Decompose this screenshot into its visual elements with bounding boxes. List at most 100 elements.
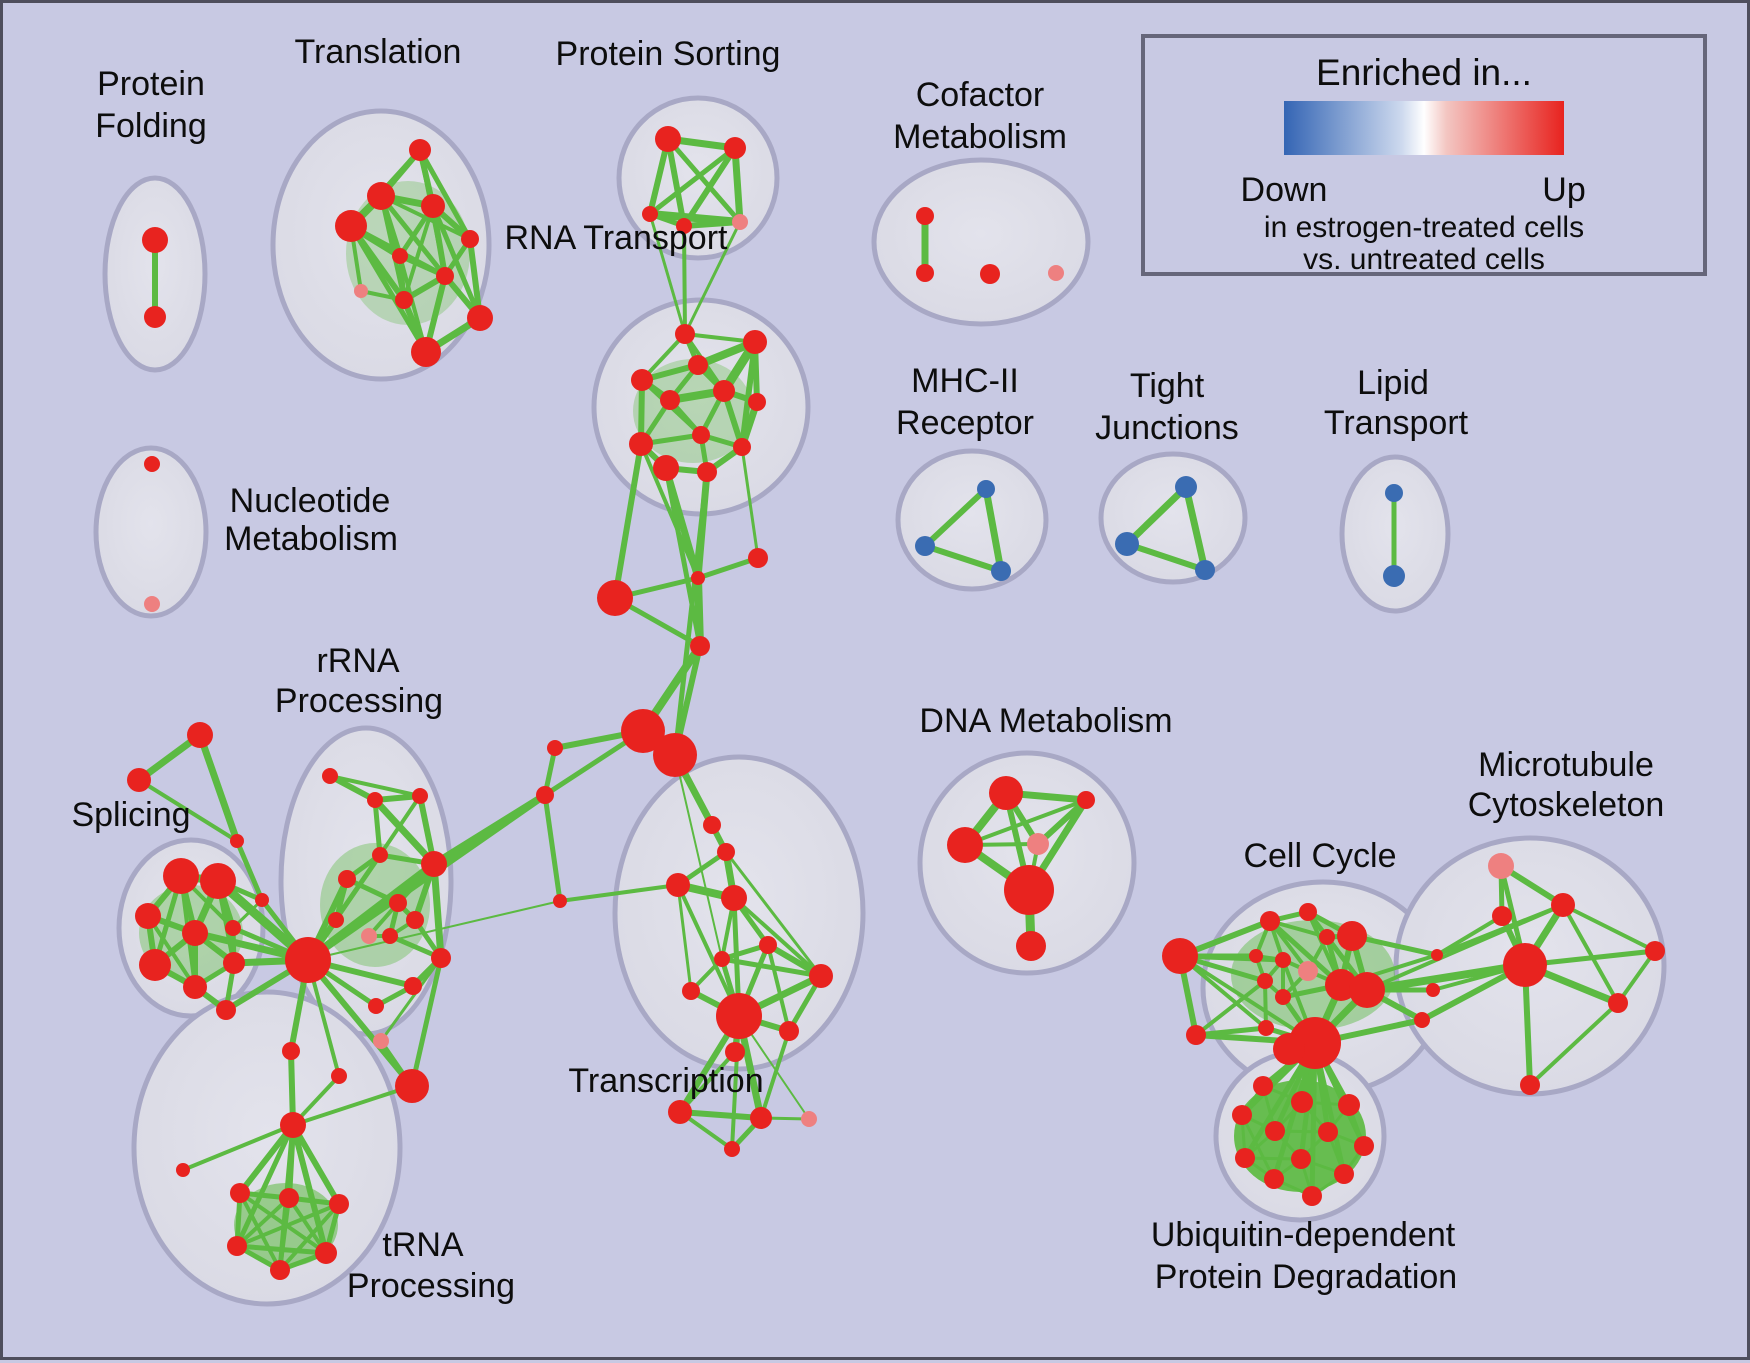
gene-set-node-ub12 xyxy=(1302,1186,1322,1206)
edge-tx9-tx12 xyxy=(759,1029,791,1120)
gene-set-node-mt4 xyxy=(1645,941,1665,961)
edge-t1-t5 xyxy=(417,147,473,242)
legend-caption-line1: in estrogen-treated cells xyxy=(1264,211,1584,244)
gene-set-node-l1 xyxy=(547,740,563,756)
gene-set-node-cc11 xyxy=(1258,1020,1274,1036)
edge-c1-c2 xyxy=(695,555,761,581)
edge-mt3-mt4 xyxy=(1616,949,1657,1005)
gene-set-node-ub1 xyxy=(1253,1076,1273,1096)
edge-tp3-tp6 xyxy=(287,1196,328,1255)
gene-set-node-sp1 xyxy=(163,858,199,894)
edge-s2-s3 xyxy=(137,778,239,843)
cluster-label-metabolism: Metabolism xyxy=(224,520,398,558)
cluster-label-tight: Tight xyxy=(1130,367,1205,405)
gene-set-node-ub8 xyxy=(1235,1148,1255,1168)
edge-rr2-rr5 xyxy=(372,797,383,858)
gene-set-node-rr11 xyxy=(382,928,398,944)
gene-set-node-tp6 xyxy=(315,1242,337,1264)
gene-set-node-cc4 xyxy=(1337,921,1367,951)
gene-set-node-t1 xyxy=(409,139,431,161)
gene-set-node-tx4 xyxy=(759,936,777,954)
legend-gradient-bar xyxy=(1284,101,1564,155)
gene-set-node-sp4 xyxy=(182,920,208,946)
gene-set-node-lt2 xyxy=(1383,565,1405,587)
gene-set-node-s3 xyxy=(230,834,244,848)
gene-set-node-sp9 xyxy=(216,1000,236,1020)
gene-set-node-ps4 xyxy=(676,218,692,234)
gene-set-node-ub4 xyxy=(1232,1105,1252,1125)
edge-s1-s3 xyxy=(196,731,241,845)
gene-set-node-rr7 xyxy=(338,870,356,888)
edge-tx2-tx7 xyxy=(676,883,741,1018)
cluster-label-rna-transport: RNA Transport xyxy=(505,219,729,257)
cluster-label-mhc-ii: MHC-II xyxy=(911,362,1019,400)
gene-set-node-tx5 xyxy=(714,951,730,967)
gene-set-node-rr15 xyxy=(368,998,384,1014)
edge-ps1-ps5 xyxy=(665,136,743,225)
edge-tx3-tx8 xyxy=(732,896,823,978)
gene-set-node-bd2 xyxy=(1426,983,1440,997)
edge-mh1-mh3 xyxy=(982,485,1005,575)
gene-set-node-c1 xyxy=(691,571,705,585)
legend: Enriched in... Down Up in estrogen-treat… xyxy=(1141,34,1707,276)
edge-mt1-mt4 xyxy=(1561,903,1657,953)
gene-set-node-ub2 xyxy=(1291,1091,1313,1113)
gene-set-node-tx1 xyxy=(553,894,567,908)
gene-set-node-tj3 xyxy=(1195,560,1215,580)
gene-set-node-rt1 xyxy=(675,324,695,344)
enrichment-network-figure: Protein Folding Translation Protein Sorting… xyxy=(71,33,1707,1307)
gene-set-node-rt7 xyxy=(748,393,766,411)
edge-cc1-ccP xyxy=(1268,919,1310,973)
gene-set-node-ccP xyxy=(1298,961,1318,981)
edge-tx2-tx6 xyxy=(676,883,693,993)
legend-up-label: Up xyxy=(1542,171,1585,209)
gene-set-node-lt1 xyxy=(1385,484,1403,502)
gene-set-node-rr13 xyxy=(431,948,451,968)
gene-set-node-cf3 xyxy=(980,264,1000,284)
gene-set-node-rt2 xyxy=(743,330,767,354)
gene-set-node-rr12 xyxy=(328,912,344,928)
gene-set-node-l2 xyxy=(536,786,554,804)
edge-mt1-mt3 xyxy=(1561,903,1620,1005)
gene-set-node-tx9 xyxy=(779,1021,799,1041)
gene-set-node-tx2 xyxy=(666,873,690,897)
gene-set-node-ch1 xyxy=(703,816,721,834)
edge-rt11-c4 xyxy=(663,465,703,649)
gene-set-node-s2 xyxy=(127,768,151,792)
gene-set-node-mt7 xyxy=(1520,1075,1540,1095)
edge-rr6-HUB xyxy=(304,860,438,964)
gene-set-node-t4 xyxy=(335,210,367,242)
gene-set-node-dm5 xyxy=(1004,865,1054,915)
cluster-label-nucleotide: Nucleotide xyxy=(230,482,391,520)
cluster-ellipse-tight-junctions xyxy=(1098,451,1248,585)
gene-set-node-tp5 xyxy=(227,1236,247,1256)
edge-ps2-ps3 xyxy=(647,145,738,217)
gene-set-node-tx10 xyxy=(725,1042,745,1062)
edge-s3-cn1 xyxy=(234,838,265,903)
cluster-label-dna-metabolism: DNA Metabolism xyxy=(919,702,1172,740)
edge-tHub-tp1 xyxy=(181,1123,295,1172)
gene-set-node-mtP xyxy=(1488,853,1514,879)
gene-set-node-cc8 xyxy=(1325,969,1357,1001)
edge-tx1-l2 xyxy=(542,792,563,904)
cluster-label-folding: Folding xyxy=(95,107,207,145)
gene-set-node-ch2 xyxy=(717,843,735,861)
gene-set-node-cc5 xyxy=(1249,949,1263,963)
gene-set-node-cc7 xyxy=(1257,973,1273,989)
gene-set-node-cf4 xyxy=(1048,265,1064,281)
gene-set-node-sp6 xyxy=(139,949,171,981)
cluster-label-receptor: Receptor xyxy=(896,404,1034,442)
gene-set-node-mtHub xyxy=(1503,943,1547,987)
edge-tHub-tp6 xyxy=(290,1122,329,1256)
gene-set-node-dm3 xyxy=(947,827,983,863)
edge-rr1-rr3 xyxy=(328,774,422,798)
cluster-label-microtubule: Microtubule xyxy=(1478,746,1654,784)
edge-tp4-tp5 xyxy=(235,1202,341,1248)
gene-set-node-t5 xyxy=(461,230,479,248)
gene-set-node-rt3 xyxy=(688,355,708,375)
gene-set-node-HUB xyxy=(285,937,331,983)
gene-set-node-nm1 xyxy=(144,456,160,472)
gene-set-node-cc9 xyxy=(1349,972,1385,1008)
edge-ps4-ps5 xyxy=(681,219,743,229)
edge-tp2-tp7 xyxy=(238,1191,282,1272)
